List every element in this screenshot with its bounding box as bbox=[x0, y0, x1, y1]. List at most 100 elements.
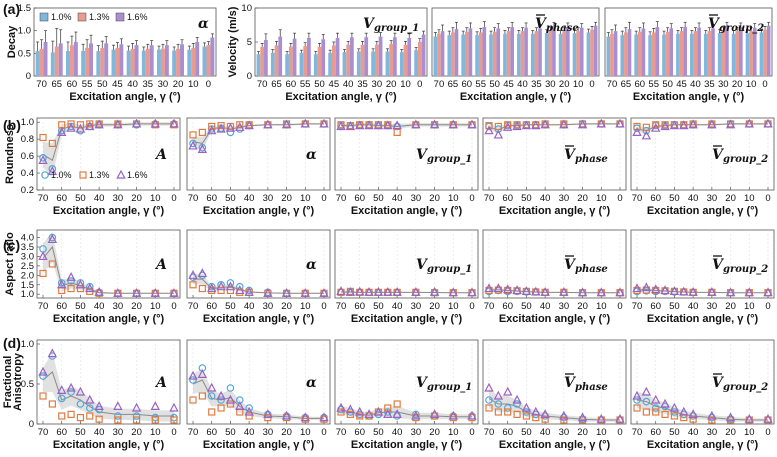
data-point bbox=[540, 287, 550, 296]
x-tick-label: 35 bbox=[704, 79, 715, 90]
x-axis-label: Excitation angle, γ (°) bbox=[351, 439, 463, 451]
x-tick-label: 20 bbox=[577, 193, 588, 204]
bar bbox=[721, 30, 726, 76]
bar bbox=[655, 27, 660, 76]
data-point bbox=[484, 283, 494, 293]
x-tick-label: 70 bbox=[607, 79, 618, 90]
data-point bbox=[225, 394, 236, 404]
data-point bbox=[679, 120, 689, 130]
data-point bbox=[707, 410, 717, 420]
data-point bbox=[669, 120, 680, 130]
data-point bbox=[57, 385, 67, 394]
x-tick-label: 30 bbox=[411, 301, 422, 312]
x-tick-label: 10 bbox=[300, 301, 311, 312]
scatter-chart-d-A: 70 60 50 40 30 20 10 0 0 0.5 1.0 Excitation angle, … bbox=[2, 339, 181, 451]
y-tick-label: 3.0 bbox=[21, 251, 34, 262]
bar bbox=[433, 36, 438, 76]
data-point bbox=[448, 119, 458, 129]
symbol-subscript: phase bbox=[575, 382, 608, 393]
x-tick-label: 20 bbox=[429, 193, 440, 204]
x-tick-label: 10 bbox=[150, 301, 161, 312]
bar bbox=[149, 45, 154, 76]
bar bbox=[317, 46, 322, 76]
bar bbox=[637, 31, 642, 76]
data-point bbox=[493, 129, 504, 139]
data-point bbox=[300, 287, 310, 297]
bar bbox=[620, 35, 625, 76]
y-tick-label: 3.5 bbox=[21, 242, 34, 253]
x-tick-label: 30 bbox=[113, 193, 124, 204]
data-point bbox=[58, 412, 66, 420]
data-point bbox=[225, 281, 236, 291]
bar bbox=[206, 45, 211, 76]
x-tick-label: 10 bbox=[596, 427, 607, 438]
bar bbox=[157, 49, 161, 76]
symbol-main: V bbox=[363, 16, 376, 32]
bar bbox=[634, 34, 638, 76]
data-point bbox=[540, 119, 550, 129]
x-tick-label: 30 bbox=[263, 301, 274, 312]
y-tick-label: 1.0 bbox=[18, 26, 31, 37]
x-tick-label: 20 bbox=[131, 193, 142, 204]
y-tick-label: 10 bbox=[241, 3, 252, 14]
data-point bbox=[679, 406, 689, 416]
y-tick-label: 0 bbox=[29, 419, 34, 430]
data-point bbox=[207, 283, 217, 293]
data-point bbox=[337, 408, 345, 416]
data-point bbox=[725, 119, 736, 129]
data-point bbox=[484, 382, 494, 392]
symbol-subscript: group_2 bbox=[719, 23, 764, 34]
data-point bbox=[131, 118, 142, 128]
x-tick-label: 0 bbox=[321, 301, 326, 312]
data-point bbox=[39, 372, 47, 380]
data-point bbox=[541, 415, 549, 423]
x-tick-label: 20 bbox=[131, 301, 142, 312]
data-point bbox=[38, 155, 48, 164]
x-tick-label: 20 bbox=[386, 79, 397, 90]
bar bbox=[356, 51, 361, 76]
data-point bbox=[559, 287, 569, 296]
data-point bbox=[48, 260, 56, 268]
data-point bbox=[85, 283, 95, 293]
symbol-main: α bbox=[306, 375, 317, 391]
x-tick-label: 60 bbox=[462, 79, 473, 90]
data-point bbox=[114, 412, 122, 420]
x-tick-label: 10 bbox=[596, 193, 607, 204]
bar bbox=[141, 50, 146, 76]
bar bbox=[328, 52, 332, 76]
data-point bbox=[744, 118, 754, 128]
bar bbox=[54, 46, 59, 76]
bar bbox=[454, 29, 459, 76]
data-point bbox=[198, 128, 206, 136]
confidence-band bbox=[637, 287, 768, 294]
bar bbox=[115, 47, 120, 76]
data-point bbox=[503, 122, 513, 131]
legend-swatch bbox=[39, 12, 49, 22]
x-tick-label: 50 bbox=[373, 427, 384, 438]
x-tick-label: 20 bbox=[281, 427, 292, 438]
bar bbox=[389, 44, 394, 76]
x-tick-label: 50 bbox=[489, 79, 500, 90]
symbol-subscript: group_1 bbox=[427, 382, 472, 393]
data-point bbox=[132, 412, 141, 420]
symbol-subscript: phase bbox=[546, 23, 579, 34]
data-point bbox=[207, 382, 217, 392]
data-point bbox=[429, 409, 440, 418]
data-point bbox=[688, 409, 698, 418]
x-tick-label: 40 bbox=[540, 193, 551, 204]
bar bbox=[641, 28, 646, 76]
data-point bbox=[651, 122, 661, 132]
data-point bbox=[615, 118, 625, 128]
x-tick-label: 70 bbox=[188, 427, 199, 438]
x-tick-label: 40 bbox=[688, 193, 699, 204]
data-point bbox=[411, 287, 421, 296]
data-point bbox=[39, 154, 47, 162]
bar-chart-a-vgroup2: 70 65 60 55 50 45 40 35 30 20 10 0 Excitation angle,… bbox=[604, 7, 773, 103]
data-point bbox=[392, 287, 402, 296]
x-tick-label: 30 bbox=[113, 301, 124, 312]
bar bbox=[421, 34, 426, 76]
bar bbox=[187, 49, 192, 76]
